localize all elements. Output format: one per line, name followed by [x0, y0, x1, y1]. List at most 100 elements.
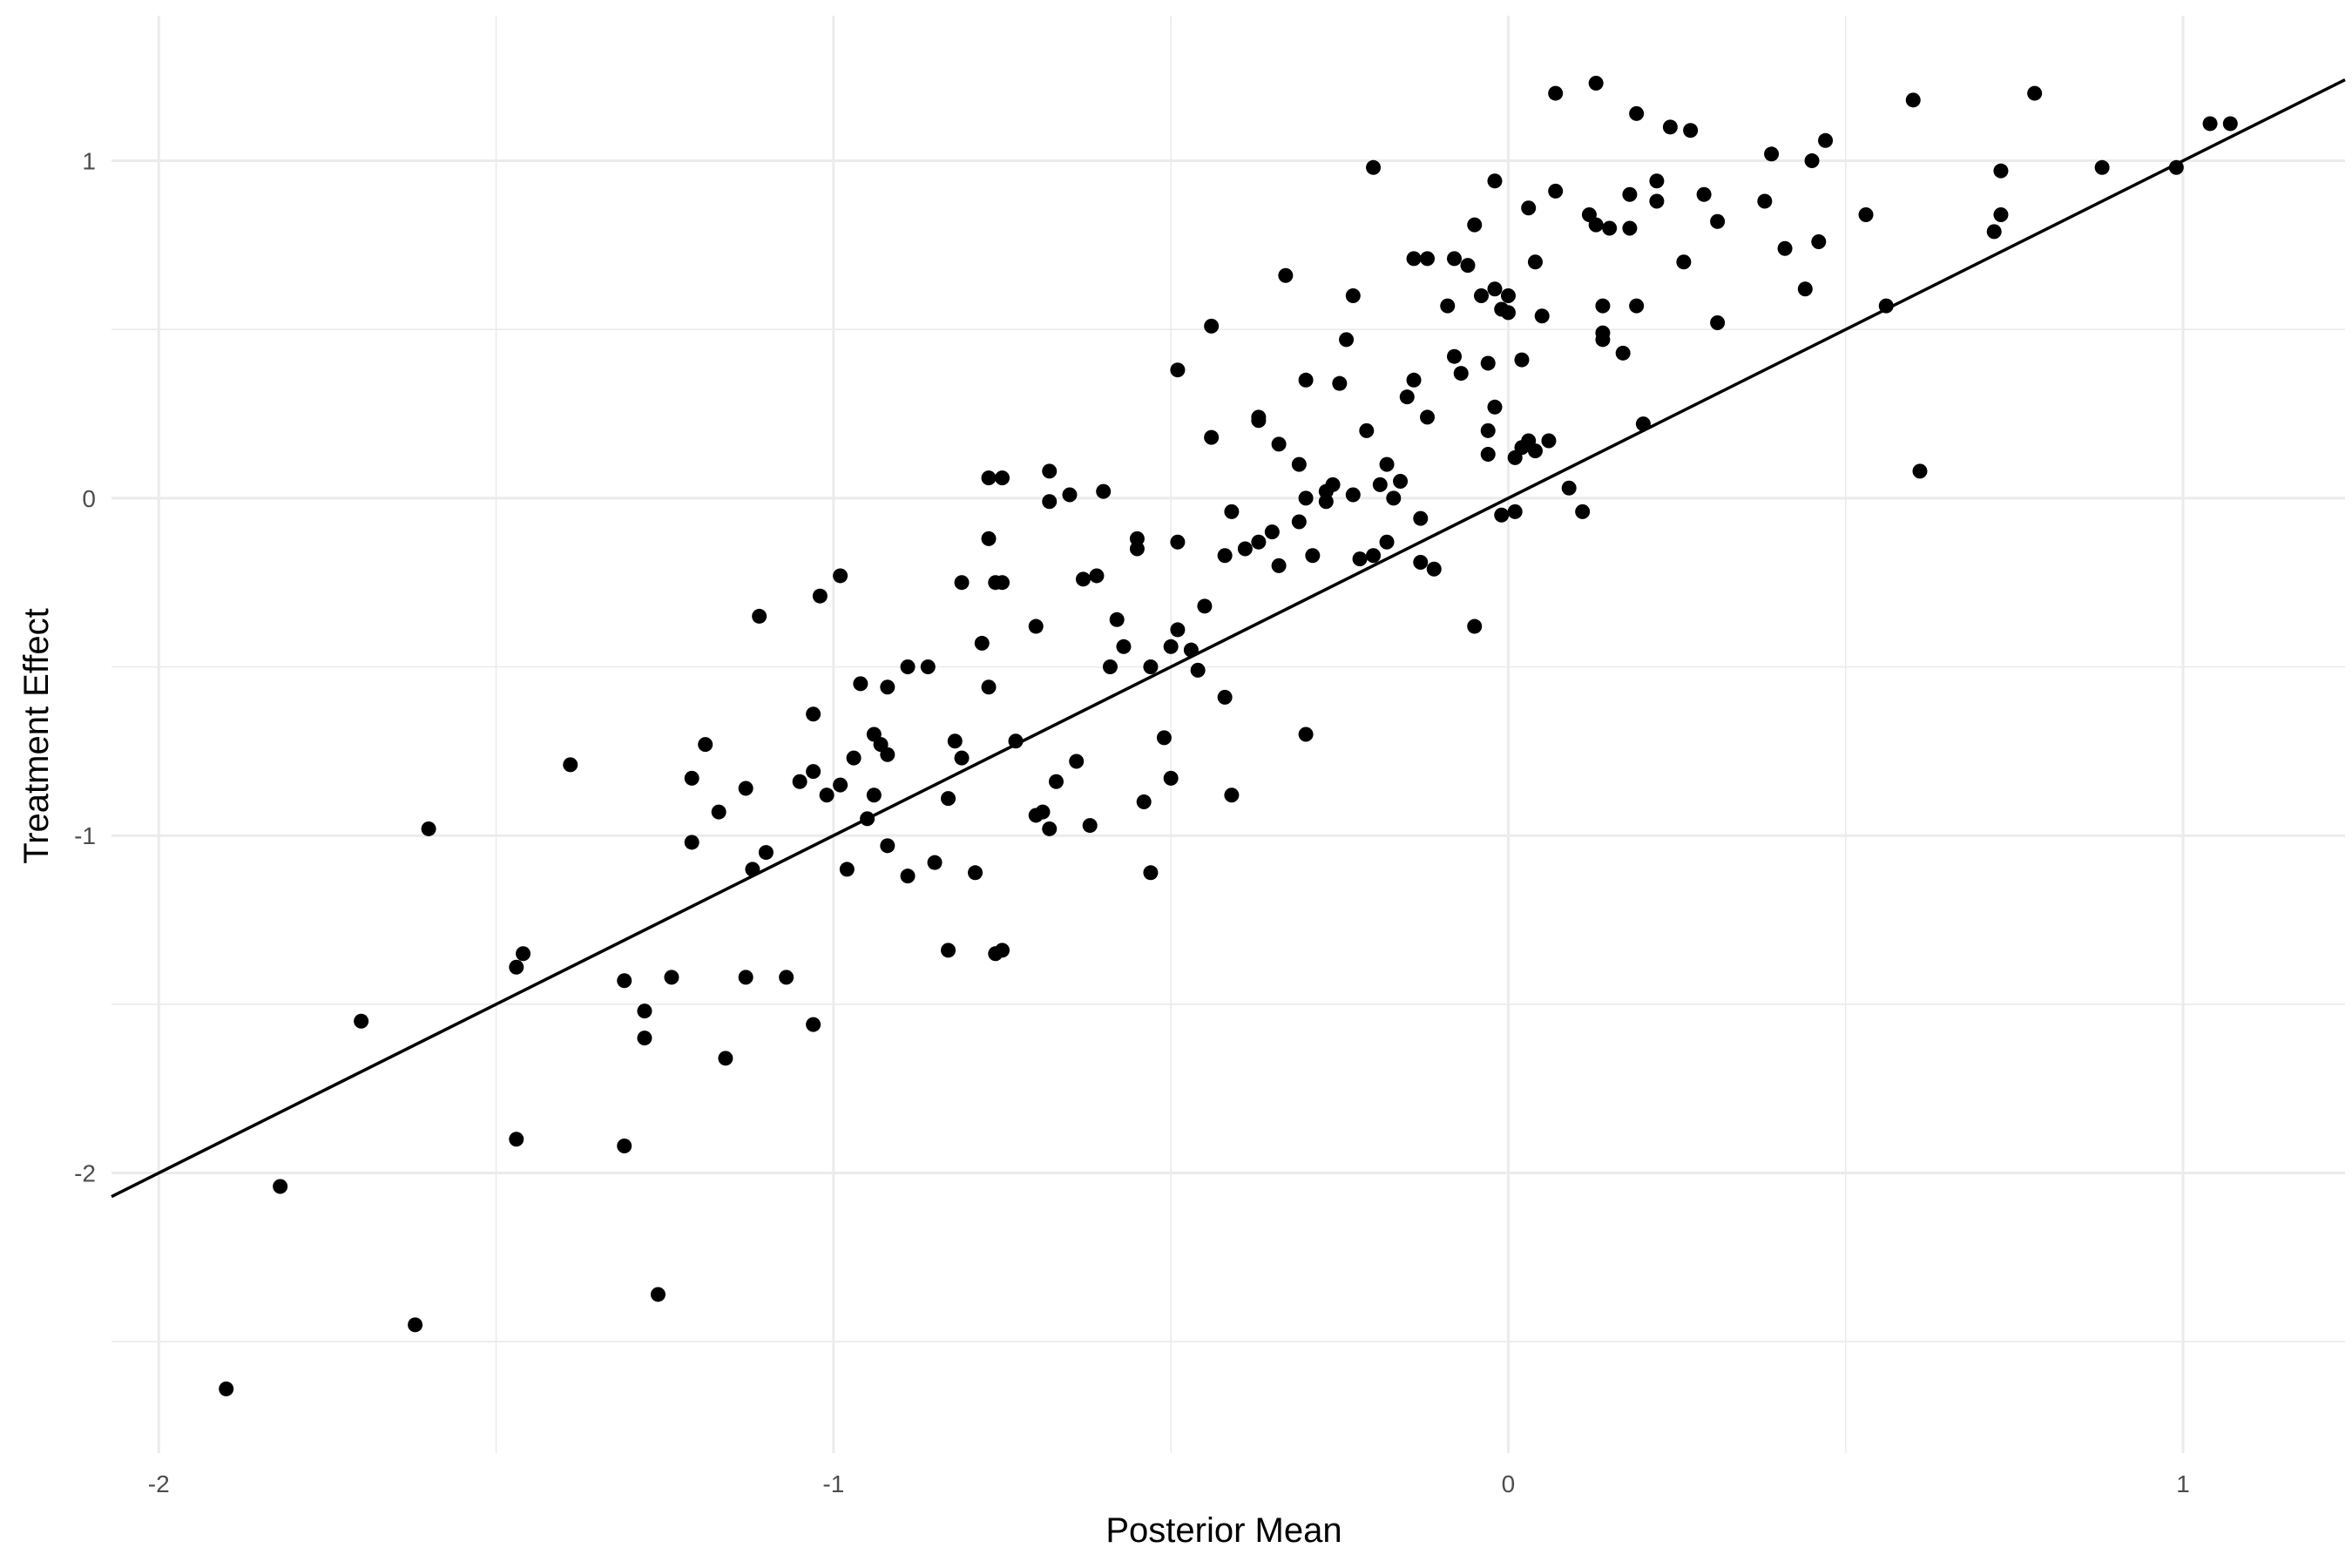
data-point	[2094, 159, 2110, 175]
data-point	[1318, 494, 1334, 510]
data-point	[1629, 298, 1645, 314]
data-point	[1548, 183, 1564, 199]
data-point	[1696, 186, 1712, 202]
data-point	[981, 679, 997, 695]
data-point	[880, 838, 896, 854]
data-point	[792, 774, 808, 789]
data-point	[509, 1132, 524, 1147]
data-point	[947, 733, 963, 749]
data-point	[839, 862, 855, 877]
data-point	[1271, 558, 1287, 573]
data-point	[981, 531, 997, 546]
data-point	[981, 470, 997, 486]
data-point	[1136, 794, 1152, 809]
data-point	[1615, 345, 1631, 361]
data-point	[1473, 287, 1489, 303]
data-point	[1264, 524, 1280, 540]
data-point	[1622, 220, 1638, 236]
data-point	[1048, 774, 1064, 789]
data-point	[1757, 193, 1773, 209]
x-tick-label: -1	[822, 1470, 844, 1497]
data-point	[1602, 220, 1618, 236]
data-point	[1500, 287, 1516, 303]
data-point	[1413, 554, 1429, 570]
data-point	[1629, 105, 1645, 121]
data-point	[1204, 429, 1220, 445]
data-point	[941, 943, 956, 958]
data-point	[833, 777, 848, 793]
data-point	[1683, 123, 1699, 139]
data-point	[880, 679, 896, 695]
data-point	[1102, 659, 1118, 675]
data-point	[1420, 409, 1436, 425]
data-point	[1575, 504, 1591, 519]
data-point	[1521, 200, 1537, 216]
data-point	[273, 1179, 288, 1194]
data-point	[1588, 75, 1604, 91]
data-point	[1548, 85, 1564, 101]
x-tick-label: -2	[148, 1470, 170, 1497]
data-point	[1818, 132, 1834, 148]
data-point	[1561, 480, 1577, 496]
data-point	[1811, 234, 1827, 250]
data-point	[219, 1381, 234, 1396]
data-point	[1251, 413, 1267, 429]
data-point	[954, 575, 970, 591]
data-point	[954, 750, 970, 766]
data-point	[516, 946, 531, 962]
data-points	[219, 75, 2238, 1396]
data-point	[1662, 119, 1678, 135]
data-point	[1251, 534, 1267, 550]
data-point	[1129, 531, 1145, 546]
data-point	[846, 750, 862, 766]
data-point	[1420, 251, 1436, 267]
data-point	[1352, 551, 1368, 567]
data-point	[1345, 287, 1361, 303]
data-point	[1912, 463, 1928, 479]
data-point	[354, 1013, 369, 1029]
data-point	[1359, 422, 1375, 438]
data-point	[1224, 787, 1240, 803]
reference-line	[111, 78, 2346, 1199]
data-point	[1069, 754, 1085, 769]
data-point	[812, 588, 828, 604]
data-point	[1379, 534, 1395, 550]
data-point	[1197, 598, 1213, 614]
data-point	[1089, 568, 1105, 584]
data-point	[941, 791, 956, 807]
data-point	[758, 845, 774, 861]
data-point	[1986, 224, 2002, 240]
data-point	[806, 1017, 821, 1032]
data-point	[718, 1051, 733, 1066]
data-point	[1082, 818, 1098, 834]
data-point	[1487, 281, 1503, 297]
data-point	[1224, 504, 1240, 519]
data-point	[1325, 476, 1341, 492]
data-point	[806, 706, 821, 722]
data-point	[1163, 770, 1179, 786]
data-point	[1993, 163, 2009, 179]
data-point	[1366, 548, 1382, 564]
y-tick-label: 0	[82, 485, 96, 512]
data-point	[1217, 548, 1233, 564]
data-point	[1446, 251, 1462, 267]
x-tick-label: 0	[1502, 1470, 1516, 1497]
data-point	[1514, 352, 1530, 368]
data-point	[1332, 375, 1348, 391]
data-point	[1676, 254, 1692, 270]
x-axis-tick-labels: -2 -1 0 1	[148, 1470, 2190, 1497]
data-point	[1345, 487, 1361, 503]
data-point	[563, 757, 578, 773]
data-point	[1271, 436, 1287, 452]
data-point	[1204, 318, 1220, 334]
data-point	[1129, 541, 1145, 557]
data-point	[1878, 298, 1894, 314]
data-point	[1163, 639, 1179, 654]
data-point	[1291, 514, 1307, 530]
data-point	[1298, 727, 1314, 742]
data-point	[684, 835, 700, 850]
data-point	[1764, 146, 1780, 162]
data-point	[711, 804, 727, 820]
data-point	[1170, 534, 1186, 550]
